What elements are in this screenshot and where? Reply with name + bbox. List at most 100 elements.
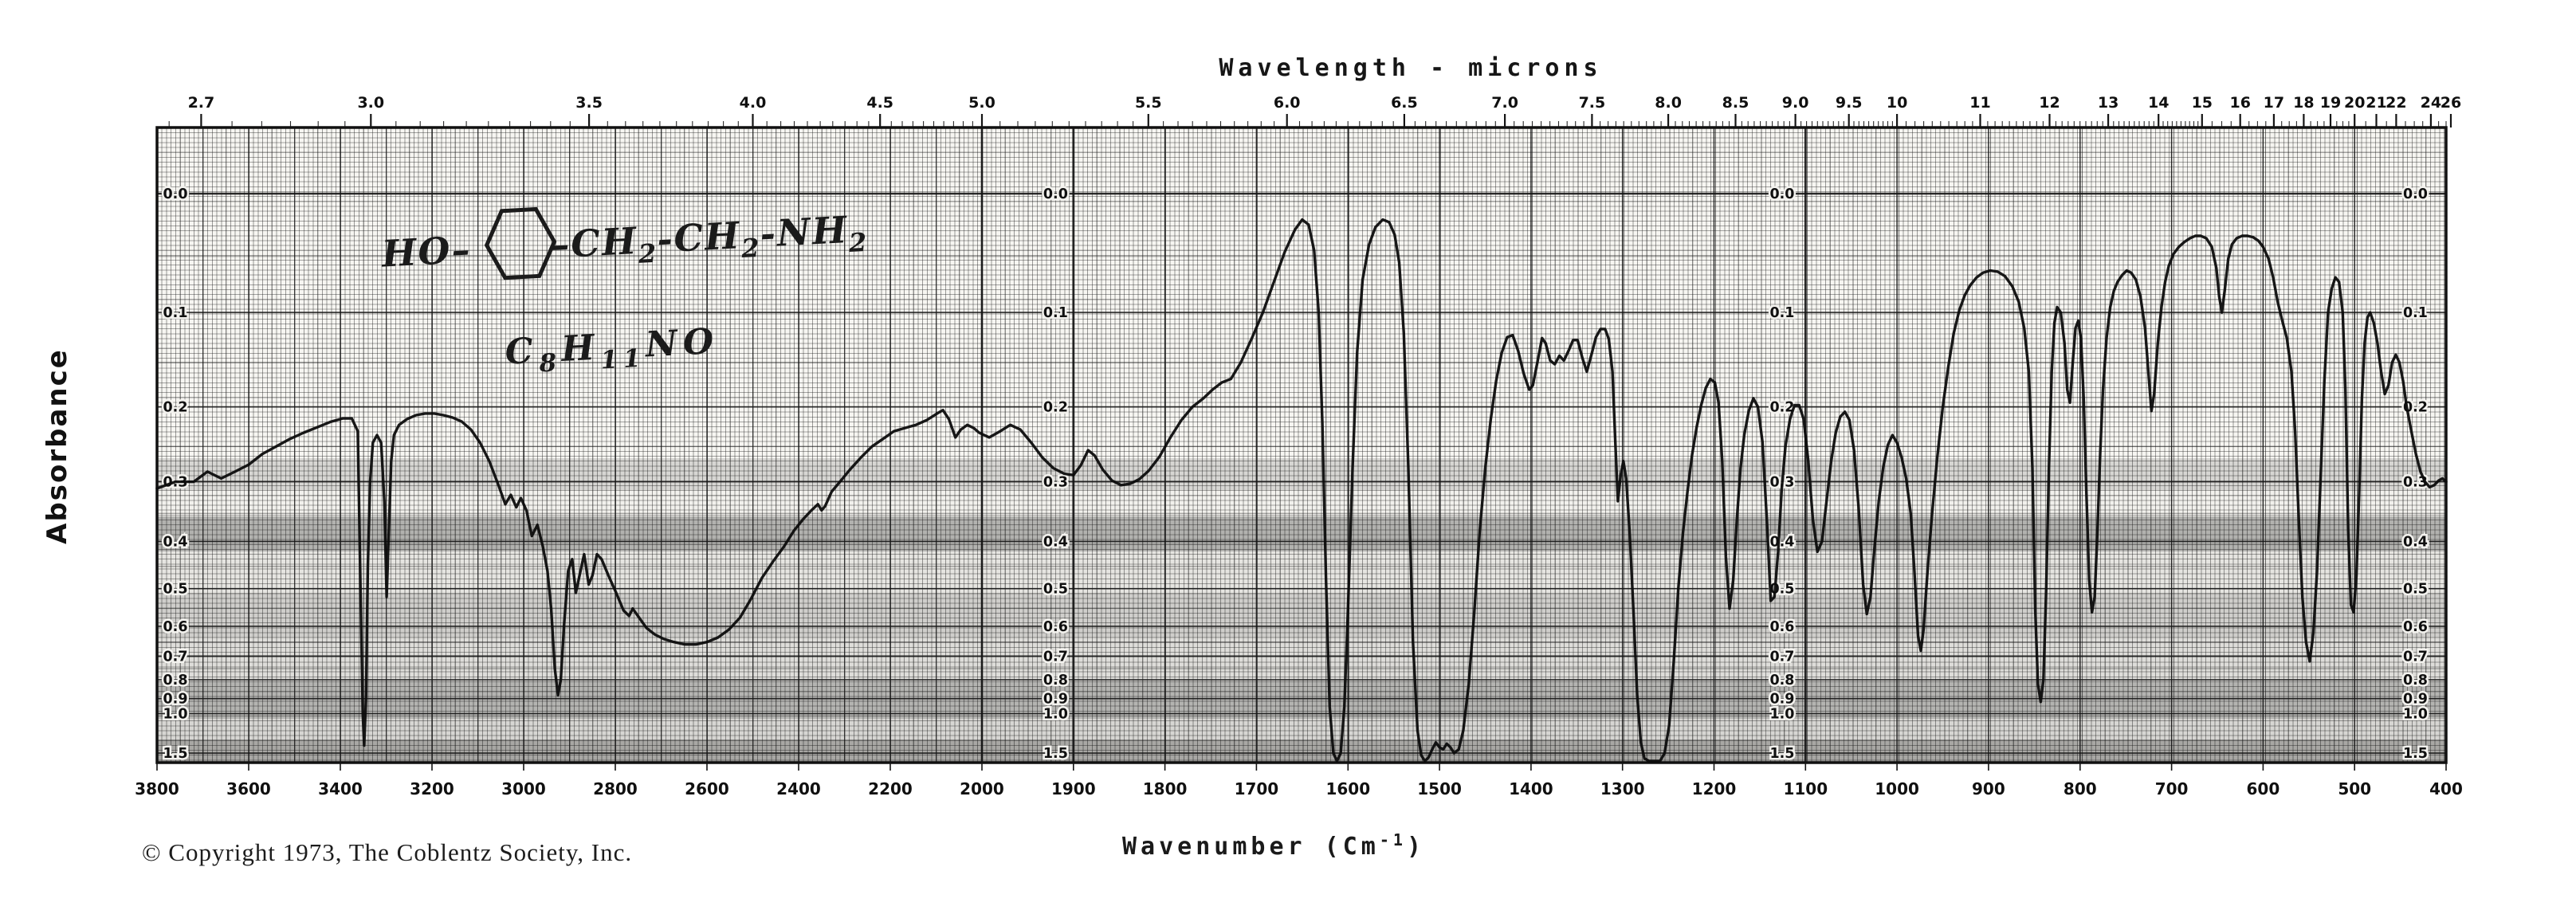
wavelength-tick-label: 2.7: [188, 94, 215, 112]
y-tick-label: 0.8: [1769, 673, 1794, 688]
wavenumber-tick-label: 3400: [318, 779, 363, 798]
wavenumber-tick-label: 2600: [685, 779, 729, 798]
wavenumber-tick-label: 1900: [1051, 779, 1096, 798]
y-tick-label: 0.0: [1769, 186, 1794, 202]
wavenumber-tick-label: 2200: [868, 779, 913, 798]
y-tick-label: 0.8: [2403, 673, 2428, 688]
wavenumber-tick-label: 1000: [1875, 779, 1919, 798]
wavelength-tick-label: 24: [2421, 94, 2441, 112]
y-tick-label: 1.5: [1769, 746, 1794, 762]
empirical-formula: C8H11NO: [504, 321, 721, 380]
wavelength-tick-label: 5.5: [1135, 94, 1162, 112]
plot-border: [155, 126, 2448, 764]
wavelength-tick-label: 6.0: [1274, 94, 1301, 112]
wavelength-tick-label: 18: [2293, 94, 2314, 112]
y-tick-label: 0.4: [1769, 534, 1794, 550]
y-tick-label: 0.6: [1769, 619, 1794, 635]
wavenumber-tick-label: 2800: [593, 779, 638, 798]
y-tick-label: 1.0: [163, 707, 188, 723]
wavelength-tick-label: 8.5: [1722, 94, 1749, 112]
y-tick-label: 1.5: [1043, 746, 1068, 762]
wavenumber-tick-label: 1400: [1509, 779, 1553, 798]
wavelength-tick-label: 6.5: [1391, 94, 1418, 112]
wavelength-tick-label: 22: [2386, 94, 2406, 112]
benzene-ring: [484, 206, 557, 280]
wavelength-tick-label: 10: [1887, 94, 1907, 112]
y-tick-label: 0.1: [1043, 305, 1068, 321]
wavelength-tick-label: 11: [1969, 94, 1990, 112]
wavenumber-tick-label: 1800: [1143, 779, 1188, 798]
wavelength-tick-label: 19: [2320, 94, 2341, 112]
wavenumber-tick-label: 3000: [501, 779, 546, 798]
wavelength-tick-label: 9.5: [1836, 94, 1863, 112]
wavenumber-label-close: ): [1406, 833, 1426, 861]
y-tick-label: 0.5: [2403, 582, 2428, 598]
y-tick-label: 0.1: [1769, 305, 1794, 321]
y-tick-label: 1.0: [2403, 707, 2428, 723]
y-tick-label: 0.9: [163, 692, 188, 708]
y-tick-label: 0.0: [163, 186, 188, 202]
spectrum-plot-area: [157, 128, 2446, 763]
wavenumber-tick-label: 900: [1972, 779, 2005, 798]
wavelength-axis-title: Wavelength - microns: [1219, 54, 1603, 82]
wavenumber-tick-label: 3800: [135, 779, 179, 798]
y-tick-label: 0.1: [163, 305, 188, 321]
wavenumber-tick-label: 1200: [1692, 779, 1737, 798]
copyright-notice: © Copyright 1973, The Coblentz Society, …: [142, 838, 633, 866]
y-tick-label: 0.7: [1043, 649, 1068, 665]
wavenumber-tick-label: 3200: [410, 779, 454, 798]
wavenumber-tick-label: 2000: [960, 779, 1004, 798]
y-tick-label: 0.4: [163, 534, 188, 550]
wavelength-tick-label: 17: [2264, 94, 2284, 112]
wavelength-tick-label: 14: [2148, 94, 2169, 112]
spectrum-curve: [155, 218, 2448, 763]
wavenumber-tick-label: 1500: [1417, 779, 1462, 798]
y-tick-label: 0.6: [2403, 619, 2428, 635]
wavenumber-tick-label: 500: [2338, 779, 2371, 798]
wavelength-tick-label: 3.0: [357, 94, 384, 112]
wavelength-tick-label: 12: [2039, 94, 2060, 112]
wavelength-tick-label: 26: [2441, 94, 2461, 112]
wavenumber-axis-label: Wavenumber (Cm-1): [1122, 830, 1425, 861]
wavelength-tick-label: 13: [2098, 94, 2119, 112]
wavelength-tick-label: 4.0: [740, 94, 767, 112]
wavenumber-tick-label: 1700: [1235, 779, 1279, 798]
y-tick-label: 0.6: [1043, 619, 1068, 635]
wavenumber-tick-label: 2400: [776, 779, 821, 798]
wavenumber-tick-label: 1300: [1600, 779, 1645, 798]
wavenumber-tick-label: 800: [2064, 779, 2097, 798]
wavelength-tick-label: 5.0: [968, 94, 995, 112]
wavenumber-tick-label: 1600: [1325, 779, 1370, 798]
y-tick-label: 0.7: [163, 649, 188, 665]
wavelength-tick-label: 8.0: [1655, 94, 1682, 112]
wavelength-tick-label: 16: [2229, 94, 2250, 112]
y-tick-label: 1.5: [163, 746, 188, 762]
wavenumber-label-exponent: -1: [1379, 830, 1407, 849]
y-tick-label: 0.7: [2403, 649, 2428, 665]
y-tick-label: 0.1: [2403, 305, 2428, 321]
y-tick-label: 0.0: [2403, 186, 2428, 202]
wavelength-tick-label: 15: [2192, 94, 2213, 112]
wavelength-tick-label: 3.5: [575, 94, 603, 112]
y-tick-label: 0.2: [1043, 400, 1068, 416]
y-tick-label: 1.0: [1043, 707, 1068, 723]
wavenumber-label-text: Wavenumber (Cm: [1122, 833, 1380, 861]
y-tick-label: 0.9: [2403, 692, 2428, 708]
wavenumber-tick-label: 3600: [226, 779, 271, 798]
y-tick-label: 0.9: [1769, 692, 1794, 708]
wavelength-tick-label: 20: [2344, 94, 2365, 112]
y-tick-label: 1.0: [1769, 707, 1794, 723]
wavelength-tick-label: 7.5: [1579, 94, 1606, 112]
wavelength-tick-label: 4.5: [866, 94, 893, 112]
wavenumber-tick-label: 1100: [1783, 779, 1828, 798]
y-tick-label: 0.0: [1043, 186, 1068, 202]
y-tick-label: 0.3: [1043, 475, 1068, 491]
wavelength-tick-label: 9.0: [1782, 94, 1809, 112]
structure-annotation: HO– –CH2-CH2-NH2 C8H11NO: [379, 206, 869, 380]
wavenumber-tick-label: 600: [2247, 779, 2280, 798]
y-tick-label: 0.6: [163, 619, 188, 635]
wavenumber-tick-label: 700: [2155, 779, 2189, 798]
y-tick-label: 0.9: [1043, 692, 1068, 708]
